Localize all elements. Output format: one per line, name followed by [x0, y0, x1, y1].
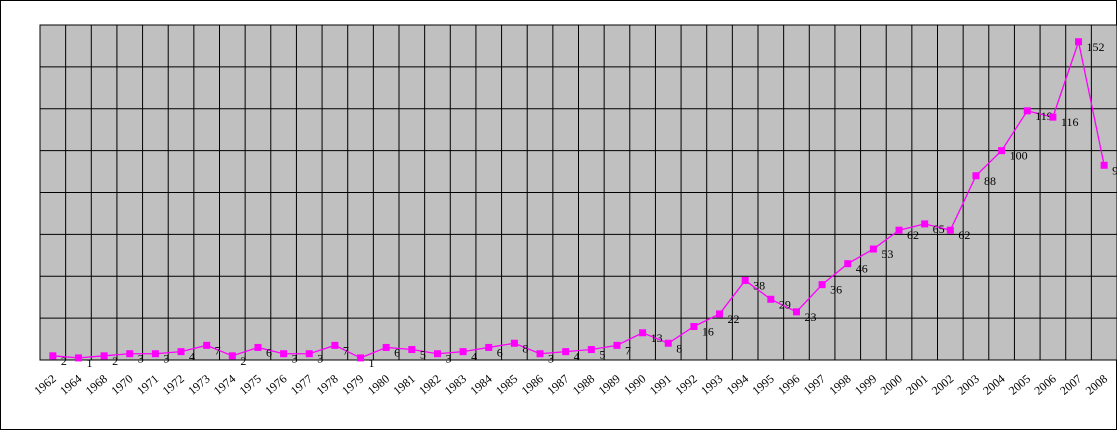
data-label: 7: [343, 343, 349, 357]
data-label: 88: [984, 174, 996, 188]
data-label: 5: [599, 348, 605, 362]
data-point: [792, 308, 800, 316]
data-label: 6: [394, 345, 400, 359]
data-point: [716, 310, 724, 318]
data-point: [998, 147, 1006, 155]
data-label: 36: [830, 283, 842, 297]
data-label: 3: [292, 352, 298, 366]
data-point: [690, 323, 698, 330]
data-label: 6: [497, 345, 503, 359]
data-point: [228, 352, 236, 360]
data-label: 1: [86, 356, 92, 370]
data-point: [767, 295, 775, 303]
data-point: [664, 339, 672, 347]
data-point: [741, 276, 749, 284]
data-label: 2: [61, 354, 67, 368]
data-point: [74, 354, 82, 362]
data-point: [1100, 161, 1108, 169]
data-point: [331, 341, 339, 349]
data-label: 65: [933, 222, 945, 236]
data-label: 62: [907, 228, 919, 242]
data-label: 3: [445, 352, 451, 366]
data-point: [1049, 113, 1057, 121]
data-line: [52, 39, 1105, 359]
data-label: 62: [958, 228, 970, 242]
data-point: [203, 341, 211, 349]
data-point: [844, 260, 852, 268]
data-point: [1023, 107, 1031, 115]
data-label: 3: [138, 352, 144, 366]
data-point: [613, 341, 621, 349]
data-label: 93: [1112, 163, 1117, 177]
data-point: [1075, 38, 1083, 46]
data-point: [280, 350, 288, 358]
data-point: [382, 343, 390, 351]
data-label: 7: [625, 343, 631, 357]
data-label: 4: [189, 350, 195, 364]
data-point: [639, 329, 647, 337]
data-point: [408, 346, 416, 354]
data-label: 23: [804, 310, 816, 324]
data-label: 3: [548, 352, 554, 366]
data-point: [818, 281, 826, 289]
data-label: 29: [779, 297, 791, 311]
data-point: [587, 346, 595, 354]
data-point: [921, 220, 929, 228]
data-point: [972, 172, 980, 180]
data-point: [562, 348, 570, 356]
data-point: [100, 352, 108, 360]
data-label: 8: [522, 341, 528, 355]
data-point: [254, 343, 262, 351]
data-point: [49, 352, 57, 360]
data-point: [151, 350, 159, 358]
data-label: 8: [676, 341, 682, 355]
data-label: 7: [215, 343, 221, 357]
data-label: 152: [1087, 40, 1105, 54]
data-label: 100: [1010, 149, 1028, 163]
data-point: [869, 245, 877, 253]
data-label: 6: [266, 345, 272, 359]
data-label: 119: [1035, 109, 1053, 123]
data-label: 3: [163, 352, 169, 366]
data-label: 46: [856, 262, 868, 276]
data-point: [126, 350, 134, 358]
data-label: 116: [1061, 115, 1079, 129]
data-point: [510, 339, 518, 347]
data-label: 4: [471, 350, 477, 364]
data-point: [357, 354, 365, 362]
data-label: 1: [369, 356, 375, 370]
data-label: 4: [574, 350, 580, 364]
data-label: 13: [651, 331, 663, 345]
data-point: [177, 348, 185, 356]
data-point: [459, 348, 467, 356]
data-point: [946, 226, 954, 234]
data-point: [433, 350, 441, 358]
data-label: 53: [881, 247, 893, 261]
data-label: 5: [420, 348, 426, 362]
data-label: 2: [240, 354, 246, 368]
data-point: [895, 226, 903, 234]
data-label: 16: [702, 325, 714, 339]
data-label: 22: [728, 312, 740, 326]
data-label: 3: [317, 352, 323, 366]
data-point: [485, 343, 493, 351]
data-label: 2: [112, 354, 118, 368]
data-point: [305, 350, 313, 358]
data-label: 38: [753, 278, 765, 292]
data-point: [536, 350, 544, 358]
